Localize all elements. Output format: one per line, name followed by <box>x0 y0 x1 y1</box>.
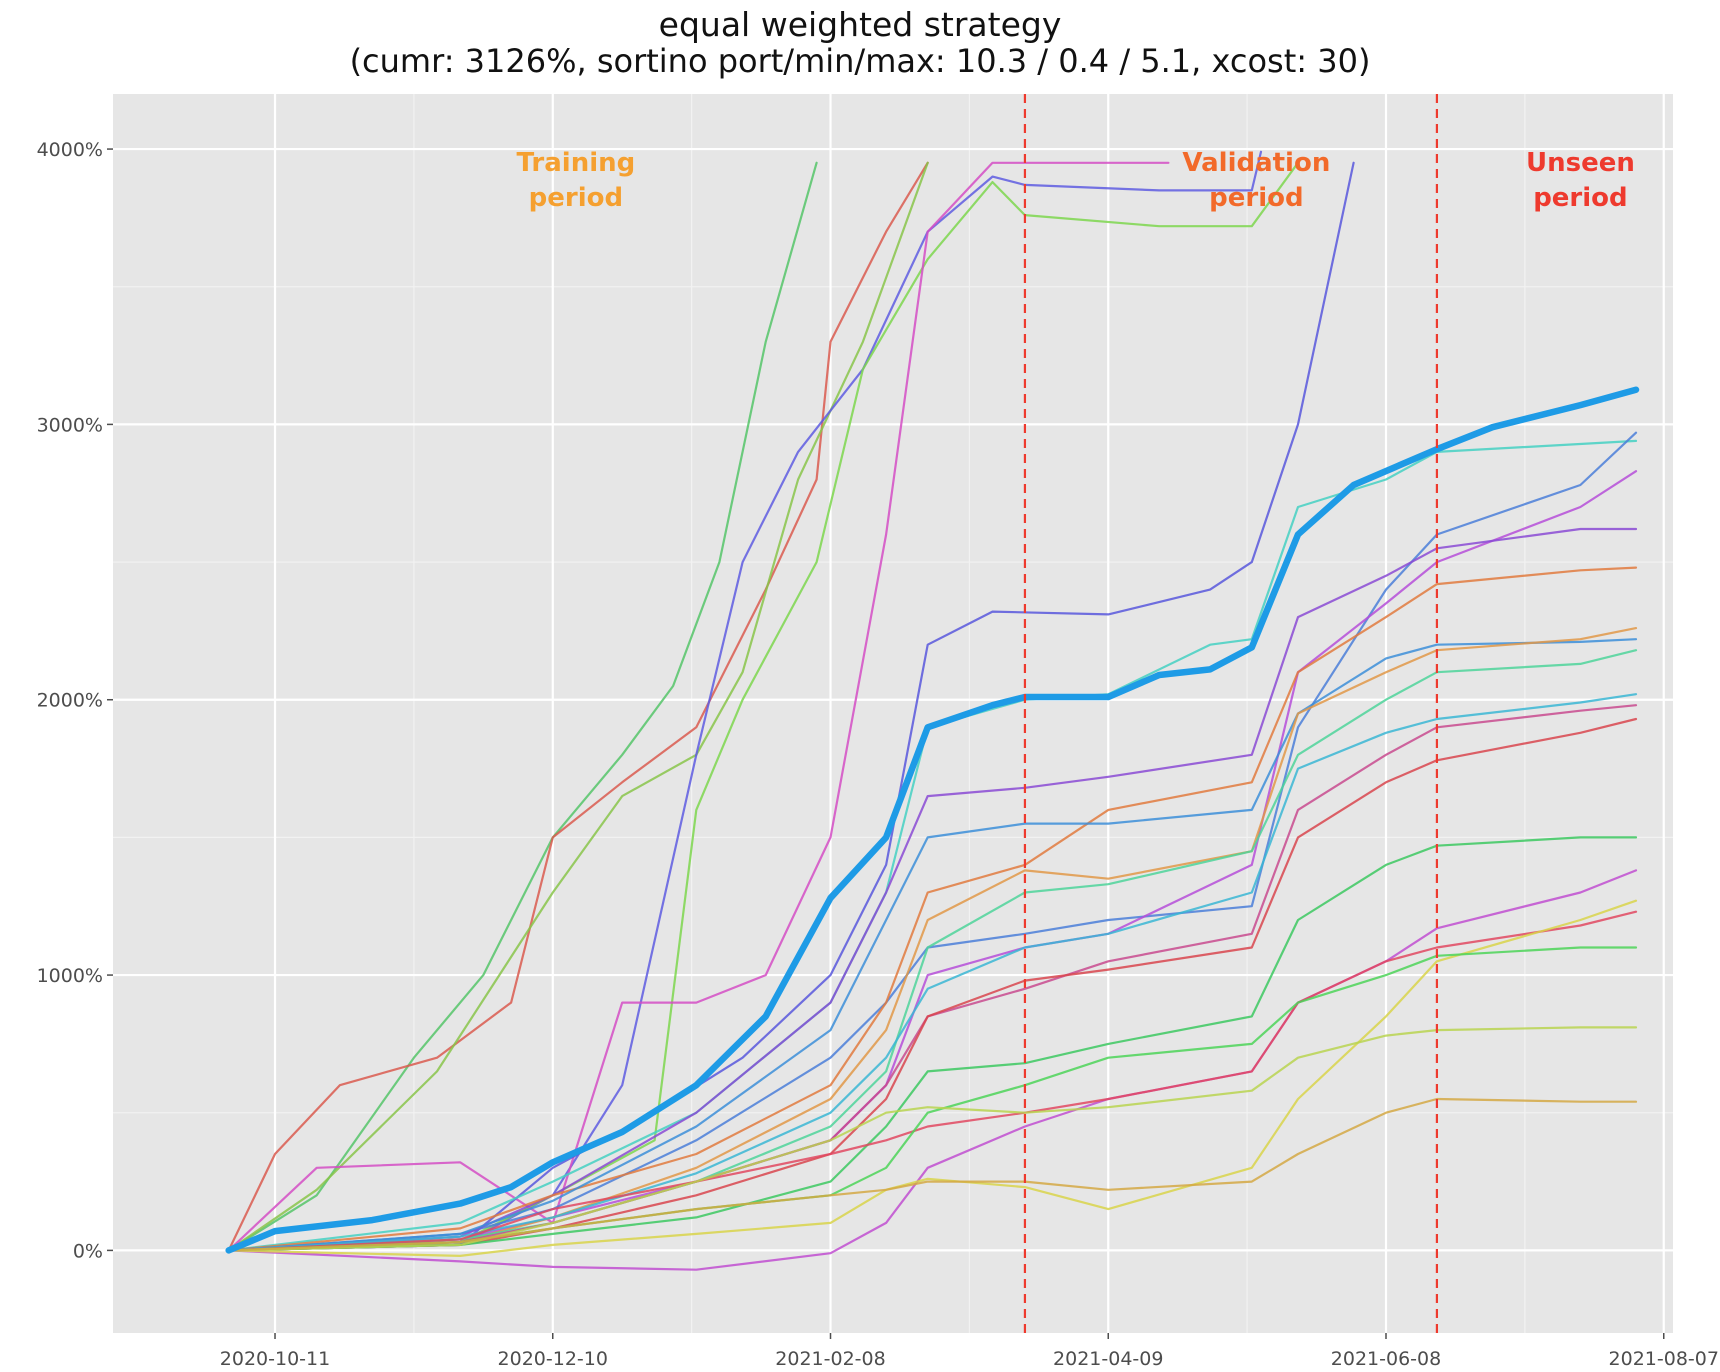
period-label-2: period <box>1209 183 1303 213</box>
period-layer <box>1023 94 1439 1333</box>
period-label-3: Unseen <box>1526 148 1635 178</box>
series-line-6 <box>227 161 1170 1252</box>
y-tick-label: 1000% <box>37 965 103 987</box>
annotation-layer: Training period Validation period Unseen peri… <box>517 148 1635 213</box>
series-line-22 <box>227 899 1638 1257</box>
series-line-24 <box>227 1026 1638 1252</box>
grid-layer <box>113 94 1673 1333</box>
series-line-7 <box>227 161 1355 1252</box>
x-tick-label: 2020-10-11 <box>220 1348 330 1370</box>
period-label-2: Validation <box>1182 148 1330 178</box>
plot-background <box>113 94 1673 1333</box>
series-line-13 <box>227 638 1638 1252</box>
y-tick-label: 3000% <box>37 414 103 436</box>
series-line-9 <box>227 431 1638 1252</box>
period-label-1: Training <box>517 148 636 178</box>
x-tick-label: 2021-04-09 <box>1053 1348 1163 1370</box>
portfolio-line <box>225 386 1640 1254</box>
series-line-2 <box>227 161 929 1252</box>
x-tick-label: 2021-08-07 <box>1609 1348 1719 1370</box>
period-label-3: period <box>1533 183 1627 213</box>
x-tick-label: 2021-06-08 <box>1331 1348 1441 1370</box>
y-tick-label: 2000% <box>37 690 103 712</box>
x-tick-label: 2021-02-08 <box>775 1348 885 1370</box>
y-tick-label: 4000% <box>37 139 103 161</box>
series-line-16 <box>227 693 1638 1252</box>
chart-subtitle: (cumr: 3126%, sortino port/min/max: 10.3… <box>350 42 1371 80</box>
x-tick-label: 2020-12-10 <box>498 1348 608 1370</box>
chart-title: equal weighted strategy <box>659 5 1062 44</box>
series-line-19 <box>227 836 1638 1252</box>
series-line-20 <box>227 869 1638 1271</box>
series-line-1 <box>227 161 818 1252</box>
y-tick-label: 0% <box>73 1240 103 1262</box>
axis-layer: 2020-10-11 2020-12-10 2021-02-08 2021-04-09… <box>37 139 1719 1370</box>
period-label-1: period <box>529 183 623 213</box>
